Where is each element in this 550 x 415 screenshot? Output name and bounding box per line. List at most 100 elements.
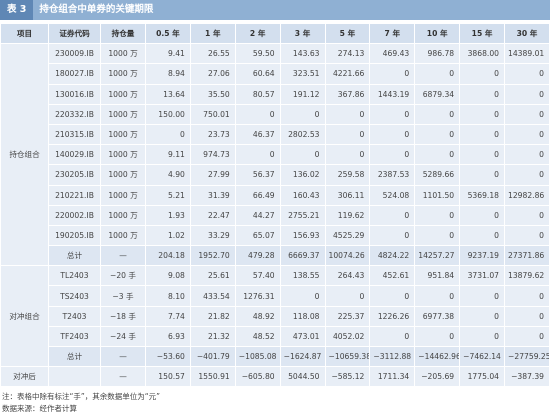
value-cell: 27371.86 [504,245,550,267]
value-cell: 2387.53 [369,164,416,186]
value-cell: 0 [369,224,416,247]
value-cell: 0 [414,123,461,146]
value-cell: 160.43 [279,184,326,206]
value-cell: −14462.96 [414,345,461,368]
security-code: 230205.IB [48,164,101,186]
value-cell: 44.27 [234,204,281,226]
quantity: −18 手 [100,305,146,327]
quantity: — [100,245,146,267]
value-cell: 225.37 [324,305,371,327]
quantity: 1000 万 [100,43,146,65]
value-cell: −10659.38 [324,345,371,368]
value-cell: 0 [324,103,371,125]
quantity: — [100,345,146,368]
value-cell: 259.58 [324,164,371,186]
header-cell: 0.5 年 [145,22,191,45]
value-cell: −53.60 [145,345,191,368]
header-cell: 2 年 [234,22,281,45]
header-cell: 证券代码 [48,22,101,45]
value-cell: 48.92 [234,305,281,327]
value-cell: 0 [459,63,505,85]
value-cell: 0 [369,63,416,85]
table-row: 140029.IB 1000 万 9.11 974.73 0 0 0 0 0 0 0 [1,144,550,166]
value-cell: 0 [459,103,505,125]
value-cell: 433.54 [189,285,236,307]
table-row: 210221.IB 1000 万 5.21 31.39 66.49 160.43 306.1… [1,184,550,206]
security-code: 230009.IB [48,43,101,65]
value-cell: 27.99 [189,164,236,186]
value-cell: 0 [504,325,550,348]
value-cell: 0 [369,325,416,348]
table-title: 持仓组合中单券的关键期限 [39,4,154,15]
note-line: 数据来源：经作者计算 [2,404,77,414]
value-cell: 0 [145,123,191,146]
value-cell: 25.61 [189,265,236,287]
empty-cell [48,366,101,388]
value-cell: 5.21 [145,184,191,206]
table-row: 持仓组合 230009.IB 1000 万 9.41 26.55 59.50 143.63 2… [0,43,550,267]
value-cell: 56.37 [234,164,281,186]
value-cell: 750.01 [189,103,236,125]
value-cell: 5044.50 [279,366,326,388]
value-cell: 0 [279,103,326,125]
value-cell: 4525.29 [324,224,371,247]
value-cell: 0 [504,123,550,146]
value-cell: 26.55 [189,43,236,65]
value-cell: 2802.53 [279,123,326,146]
security-code: 220002.IB [48,204,101,226]
table-row: 220002.IB 1000 万 1.93 22.47 44.27 2755.21 119.… [1,204,550,226]
value-cell: 1101.50 [414,184,461,206]
table-row: TS2403 −3 手 8.10 433.54 1276.31 0 0 0 0 0 0 [1,285,550,307]
value-cell: 0 [459,224,505,247]
quantity: −3 手 [100,285,146,307]
value-cell: 0 [324,144,371,166]
header-cell: 15 年 [459,22,505,45]
quantity: 1000 万 [100,164,146,186]
value-cell: 150.00 [145,103,191,125]
table-row: TF2403 −24 手 6.93 21.32 48.52 473.01 4052.02 0 0… [1,325,550,348]
value-cell: 6.93 [145,325,191,348]
value-cell: 13879.62 [504,265,550,287]
value-cell: 46.37 [234,123,281,146]
quantity: 1000 万 [100,123,146,146]
quantity: −20 手 [100,265,146,287]
value-cell: 1443.19 [369,83,416,105]
value-cell: 0 [504,204,550,226]
value-cell: 0 [414,224,461,247]
security-code: 总计 [48,245,101,267]
value-cell: 0 [279,144,326,166]
table-row: 130016.IB 1000 万 13.64 35.50 80.57 191.12 367.… [1,83,550,105]
header-cell: 10 年 [414,22,461,45]
value-cell: 150.57 [145,366,191,388]
table-row: 210315.IB 1000 万 0 23.73 46.37 2802.53 0 0 0 0 0 [1,123,550,146]
value-cell: 469.43 [369,43,416,65]
value-cell: 0 [459,164,505,186]
value-cell: 27.06 [189,63,236,85]
value-cell: 306.11 [324,184,371,206]
value-cell: 0 [414,63,461,85]
value-cell: 0 [324,123,371,146]
value-cell: 0 [369,123,416,146]
table-row: 220332.IB 1000 万 150.00 750.01 0 0 0 0 0 0 0 [1,103,550,125]
value-cell: 22.47 [189,204,236,226]
section-label: 对冲组合 [0,265,49,368]
value-cell: 14389.01 [504,43,550,65]
value-cell: 0 [504,63,550,85]
value-cell: 9237.19 [459,245,505,267]
value-cell: 473.01 [279,325,326,348]
value-cell: −27759.25 [504,345,550,368]
notes: 注：表格中除有标注“手”，其余数据单位为“元” 数据来源：经作者计算 [0,391,550,415]
value-cell: 6669.37 [279,245,326,267]
value-cell: −605.80 [234,366,281,388]
header-cell: 7 年 [369,22,416,45]
note-line: 注：表格中除有标注“手”，其余数据单位为“元” [2,392,161,402]
quantity: — [100,366,146,388]
table-body: 持仓组合 230009.IB 1000 万 9.41 26.55 59.50 143.63 2… [0,43,550,388]
value-cell: 0 [459,83,505,105]
header-cell: 项目 [0,22,49,45]
value-cell: 14257.27 [414,245,461,267]
value-cell: 7.74 [145,305,191,327]
value-cell: 66.49 [234,184,281,206]
